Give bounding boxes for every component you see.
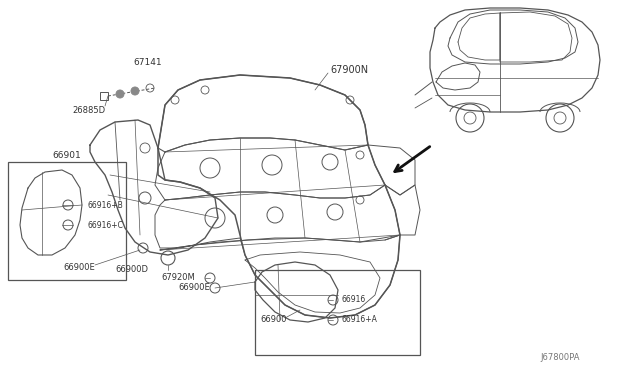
Circle shape: [131, 87, 139, 95]
Text: 66900E: 66900E: [179, 283, 210, 292]
FancyBboxPatch shape: [8, 162, 126, 280]
Text: 67920M: 67920M: [161, 273, 195, 282]
Text: 66900: 66900: [260, 315, 287, 324]
Text: 66901: 66901: [52, 151, 81, 160]
Text: 66916+C: 66916+C: [88, 221, 124, 230]
Text: 67141: 67141: [134, 58, 163, 67]
Text: 66916: 66916: [342, 295, 366, 305]
Text: 66916+A: 66916+A: [342, 315, 378, 324]
Text: 26885D: 26885D: [72, 106, 105, 115]
Text: 66916+B: 66916+B: [88, 201, 124, 209]
Text: 66900E: 66900E: [63, 263, 95, 273]
Text: 67900N: 67900N: [330, 65, 368, 75]
Text: J67800PA: J67800PA: [541, 353, 580, 362]
Bar: [100, 92, 108, 100]
Text: 66900D: 66900D: [115, 266, 148, 275]
Circle shape: [116, 90, 124, 98]
